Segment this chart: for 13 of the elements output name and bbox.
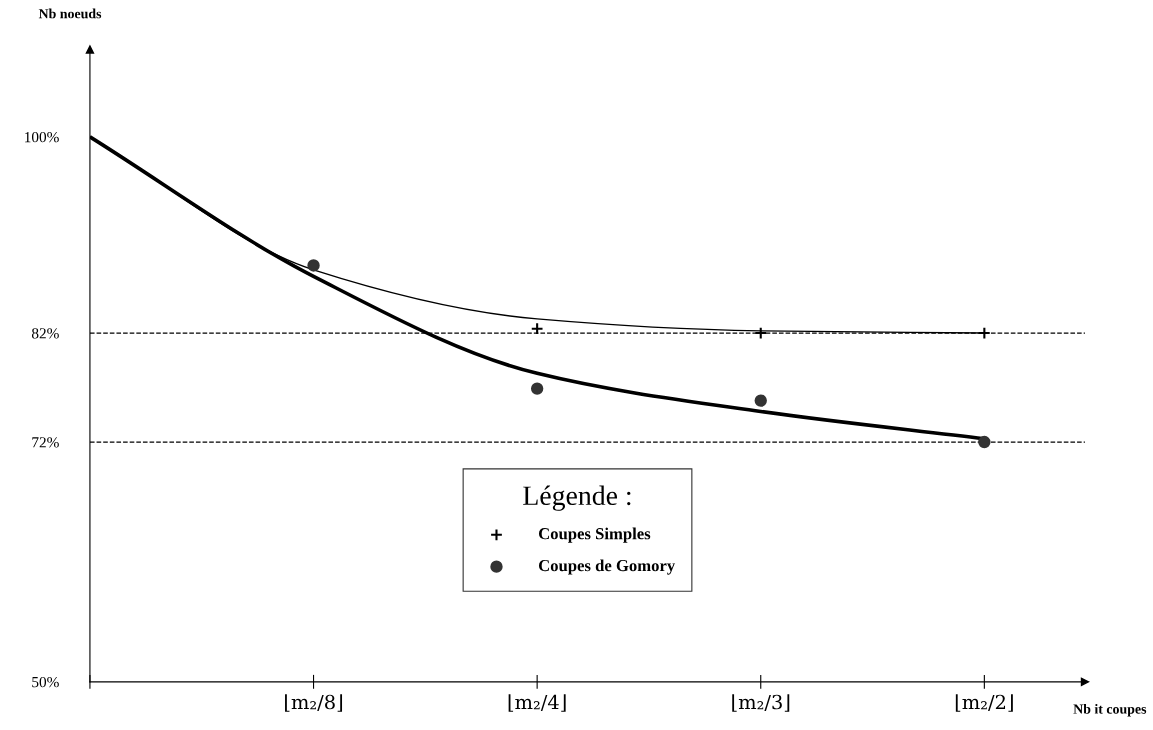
y-tick-label: 100% [25, 131, 59, 143]
x-tick-label: ⌊m₂/4⌋ [508, 694, 566, 712]
y-tick-label: 72% [32, 437, 59, 448]
x-tick-label: ⌊m₂/2⌋ [955, 694, 1013, 712]
legend-title: Légende : [523, 485, 631, 511]
legend-label: Coupes de Gomory [538, 559, 676, 575]
x-tick-label: ⌊m₂/3⌋ [732, 694, 790, 712]
y-tick-label: 82% [31, 328, 59, 339]
x-tick-label: ⌊m₂/8⌋ [285, 694, 343, 712]
y-tick-label: 50% [32, 676, 59, 688]
legend-label: Coupes Simples [538, 527, 651, 543]
x-axis-title: Nb it coupes [1073, 703, 1147, 717]
y-axis-title: Nb noeuds [38, 8, 102, 19]
